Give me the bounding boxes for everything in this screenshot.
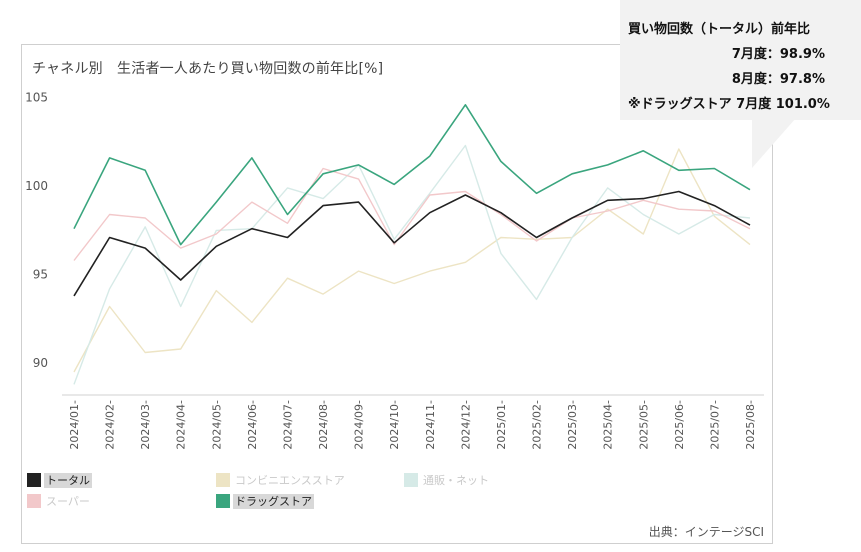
- x-tick-label: 2024/05-: [210, 400, 223, 450]
- legend-swatch-convenience: [216, 473, 230, 487]
- x-tick-label: 2025/03-: [566, 400, 579, 450]
- legend-label-convenience: コンビニエンスストア: [235, 474, 345, 487]
- series-line-3: [73, 167, 751, 261]
- x-tick-label: 2024/03-: [139, 400, 152, 450]
- callout-title: 買い物回数（トータル）前年比: [628, 22, 811, 37]
- x-tick-label: 2024/12-: [459, 400, 472, 450]
- y-tick-label: 95: [33, 268, 48, 282]
- x-tick-label: 2024/11-: [424, 400, 437, 450]
- x-tick-label: 2024/09-: [353, 400, 366, 450]
- callout-line-august: 8月度：97.8%: [731, 72, 825, 87]
- callout-line-drugstore: ※ドラッグストア 7月度 101.0%: [628, 97, 830, 112]
- x-tick-label: 2025/01-: [495, 400, 508, 450]
- x-tick-label: 2024/10-: [388, 400, 401, 450]
- callout-box: 買い物回数（トータル）前年比 7月度：98.9% 8月度：97.8% ※ドラッグ…: [620, 0, 861, 120]
- legend-label-super: スーパー: [46, 495, 90, 508]
- legend-item-total[interactable]: トータル: [27, 472, 92, 488]
- legend-item-drugstore[interactable]: ドラッグストア: [216, 493, 314, 509]
- x-tick-label: 2025/08-: [744, 400, 757, 450]
- series-line-0: [73, 190, 751, 297]
- x-tick-label: 2025/07-: [708, 400, 721, 450]
- legend-swatch-super: [27, 494, 41, 508]
- y-tick-label: 105: [25, 91, 48, 105]
- legend-swatch-online: [404, 473, 418, 487]
- legend-label-total: トータル: [44, 473, 92, 488]
- series-line-2: [73, 144, 751, 385]
- y-tick-label: 90: [33, 356, 48, 370]
- series-line-4: [73, 104, 751, 246]
- series-line-1: [73, 148, 751, 373]
- x-tick-label: 2024/06-: [246, 400, 259, 450]
- legend-label-online: 通販・ネット: [423, 474, 489, 487]
- x-tick-label: 2025/05-: [637, 400, 650, 450]
- legend-swatch-total: [27, 473, 41, 487]
- chart-frame: [21, 44, 773, 544]
- x-tick-label: 2024/07-: [281, 400, 294, 450]
- x-tick-label: 2024/08-: [317, 400, 330, 450]
- legend-item-super[interactable]: スーパー: [27, 493, 92, 509]
- source-note: 出典：インテージSCI: [648, 525, 764, 539]
- legend-label-drugstore: ドラッグストア: [233, 494, 314, 509]
- x-tick-label: 2025/02-: [531, 400, 544, 450]
- legend-item-convenience[interactable]: コンビニエンスストア: [216, 472, 347, 488]
- x-tick-label: 2024/01-: [68, 400, 81, 450]
- x-tick-label: 2025/04-: [602, 400, 615, 450]
- chart-title: チャネル別 生活者一人あたり買い物回数の前年比[%]: [32, 61, 384, 77]
- x-tick-label: 2025/06-: [673, 400, 686, 450]
- x-tick-label: 2024/04-: [175, 400, 188, 450]
- x-tick-label: 2024/02-: [104, 400, 117, 450]
- callout-line-july: 7月度：98.9%: [731, 47, 825, 62]
- callout-tail: [752, 118, 796, 168]
- legend-swatch-drugstore: [216, 494, 230, 508]
- legend-item-online[interactable]: 通販・ネット: [404, 472, 491, 488]
- y-tick-label: 100: [25, 179, 48, 193]
